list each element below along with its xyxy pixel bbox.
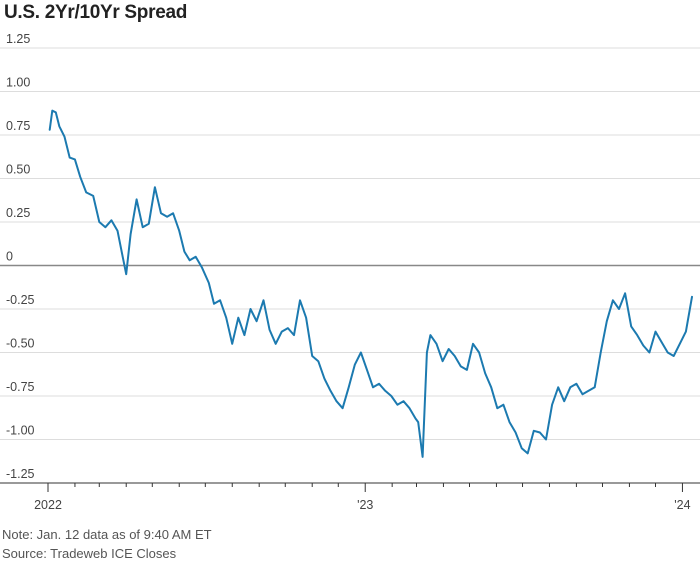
y-tick-label: 1.25: [6, 32, 30, 46]
chart-source: Source: Tradeweb ICE Closes: [2, 546, 177, 561]
y-tick-label: 0.75: [6, 119, 30, 133]
y-axis-tick-labels: 1.25 1.00 0.75 0.50 0.25 0 -0.25 -0.50 -0.75 -1.0…: [6, 32, 35, 481]
y-tick-label: -1.25: [6, 467, 35, 481]
y-tick-label: 0.25: [6, 206, 30, 220]
y-tick-label: -0.25: [6, 293, 35, 307]
y-tick-label: 0: [6, 250, 13, 264]
x-tick-label: '24: [674, 498, 690, 512]
series-line: [48, 109, 693, 458]
x-axis: 2022 '23 '24: [0, 482, 700, 512]
chart-title: U.S. 2Yr/10Yr Spread: [4, 2, 188, 23]
series-layer: [48, 109, 693, 458]
line-chart: 1.25 1.00 0.75 0.50 0.25 0 -0.25 -0.50 -0.75 -1.0…: [0, 32, 700, 512]
y-tick-label: -0.75: [6, 380, 35, 394]
chart-note: Note: Jan. 12 data as of 9:40 AM ET: [2, 527, 212, 542]
x-tick-label: 2022: [34, 498, 62, 512]
y-tick-label: -1.00: [6, 424, 35, 438]
x-tick-label: '23: [357, 498, 373, 512]
gridlines: [0, 47, 700, 440]
y-tick-label: -0.50: [6, 337, 35, 351]
y-tick-label: 0.50: [6, 163, 30, 177]
y-tick-label: 1.00: [6, 76, 30, 90]
